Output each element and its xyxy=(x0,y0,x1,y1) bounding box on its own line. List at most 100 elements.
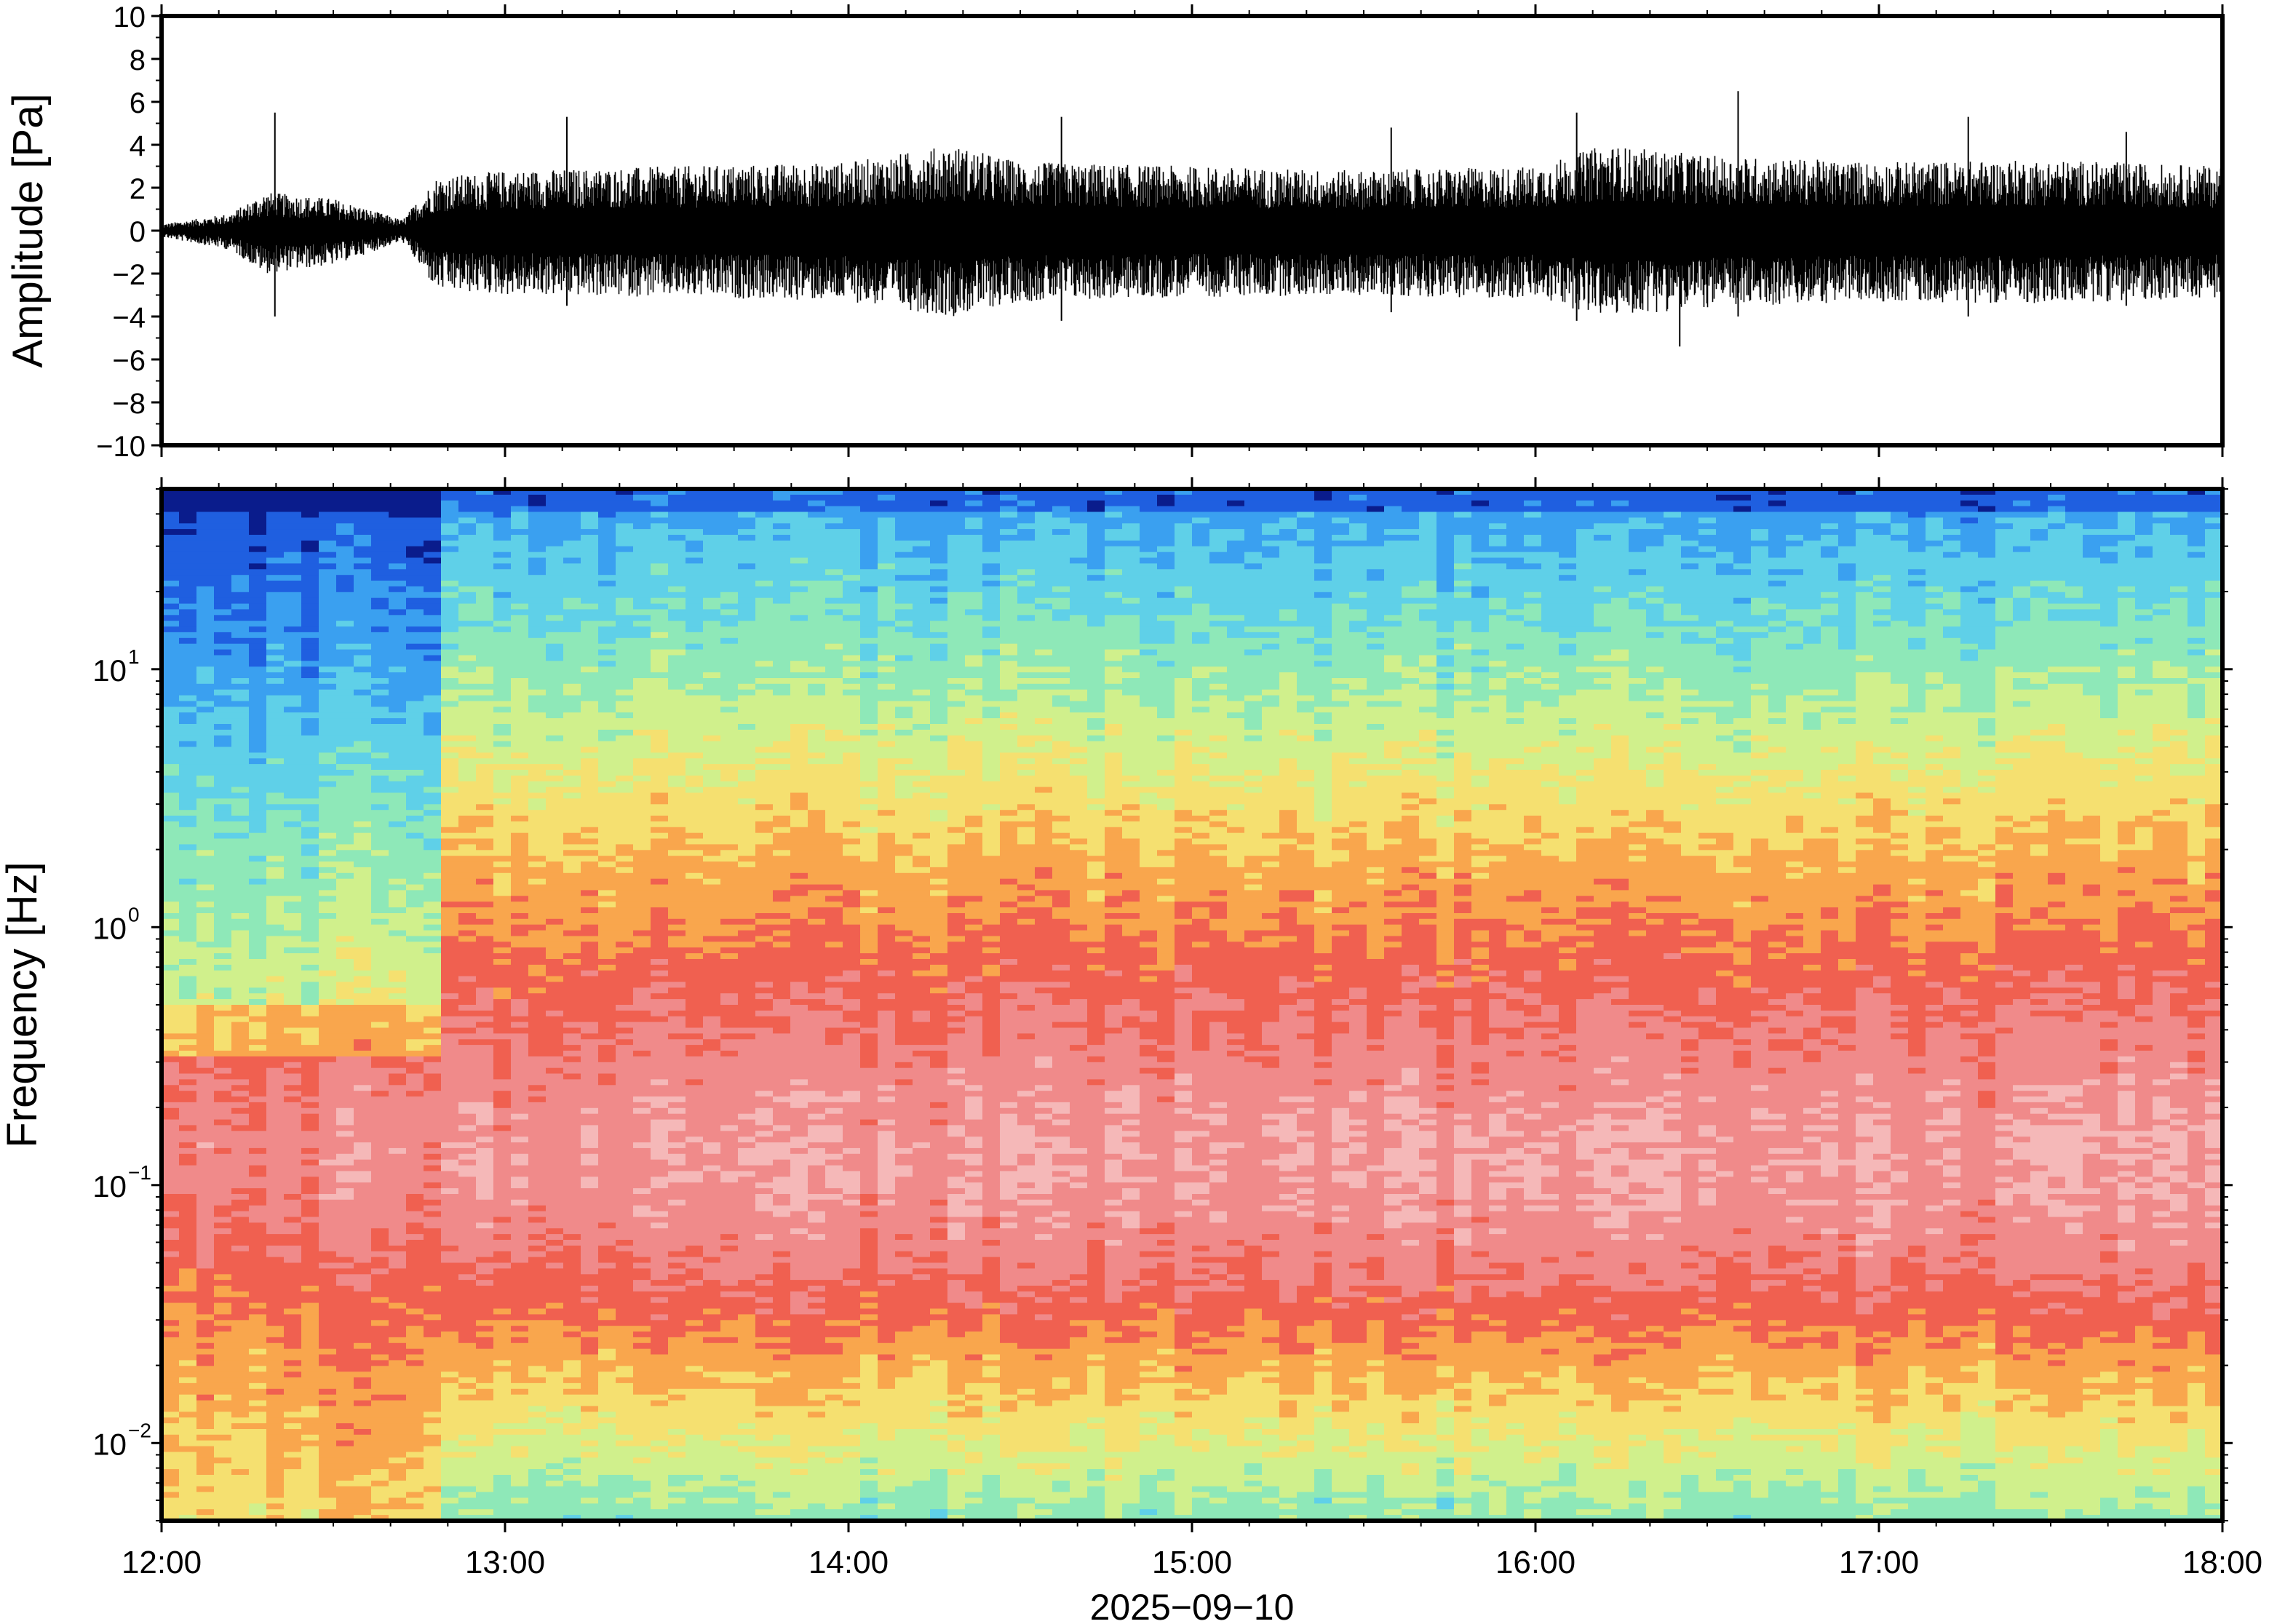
spectrogram-cell xyxy=(424,999,442,1006)
spectrogram-cell xyxy=(389,736,407,742)
spectrogram-cell xyxy=(196,1446,215,1453)
spectrogram-cell xyxy=(389,1441,407,1447)
spectrogram-cell xyxy=(214,706,232,713)
spectrogram-cell xyxy=(336,1011,354,1017)
spectrogram-cell xyxy=(371,1492,389,1499)
spectrogram-cell xyxy=(179,1211,197,1218)
spectrogram-cell xyxy=(493,1412,512,1418)
spectrogram-cell xyxy=(336,1120,354,1126)
spectrogram-cell xyxy=(616,1291,634,1298)
spectrogram-cell xyxy=(563,1452,581,1459)
spectrogram-cell xyxy=(598,1509,616,1516)
spectrogram-cell xyxy=(249,1051,267,1057)
spectrogram-cell xyxy=(598,1182,616,1189)
spectrogram-cell xyxy=(441,1228,459,1235)
spectrogram-cell xyxy=(458,626,477,633)
spectrogram-cell xyxy=(371,1297,389,1304)
spectrogram-cell xyxy=(284,535,302,541)
spectrogram-cell xyxy=(354,672,372,679)
spectrogram-cell xyxy=(179,569,197,576)
spectrogram-cell xyxy=(493,879,512,885)
spectrogram-cell xyxy=(511,816,529,822)
spectrogram-cell xyxy=(528,1349,547,1356)
spectrogram-cell xyxy=(162,821,180,828)
spectrogram-cell xyxy=(266,1177,285,1183)
spectrogram-cell xyxy=(424,965,442,971)
spectrogram-cell xyxy=(336,1332,354,1338)
spectrogram-cell xyxy=(546,678,564,685)
spectrogram-cell xyxy=(581,1355,599,1361)
spectrogram-cell xyxy=(162,1463,180,1470)
spectrogram-cell xyxy=(458,1171,477,1178)
spectrogram-cell xyxy=(476,1355,494,1361)
spectrogram-cell xyxy=(511,1091,529,1097)
spectrogram-cell xyxy=(266,1372,285,1378)
spectrogram-cell xyxy=(231,541,250,547)
spectrogram-cell xyxy=(406,1303,424,1310)
spectrogram-cell xyxy=(249,982,267,989)
spectrogram-cell xyxy=(196,1503,215,1510)
spectrogram-cell xyxy=(406,1429,424,1436)
spectrogram-cell xyxy=(476,833,494,840)
spectrogram-cell xyxy=(319,1297,337,1304)
spectrogram-cell xyxy=(371,1417,389,1424)
spectrogram-cell xyxy=(266,1160,285,1166)
spectrogram-cell xyxy=(493,1377,512,1384)
spectrogram-cell xyxy=(389,747,407,754)
spectrogram-cell xyxy=(319,1182,337,1189)
spectrogram-cell xyxy=(493,1366,512,1372)
spectrogram-cell xyxy=(616,1503,634,1510)
spectrogram-cell xyxy=(336,993,354,1000)
spectrogram-cell xyxy=(371,1091,389,1097)
spectrogram-cell xyxy=(563,1160,581,1166)
spectrogram-cell xyxy=(162,638,180,645)
spectrogram-cell xyxy=(319,850,337,856)
spectrogram-cell xyxy=(249,1314,267,1321)
spectrogram-cell xyxy=(389,1251,407,1258)
spectrogram-cell xyxy=(581,1016,599,1023)
spectrogram-cell xyxy=(581,1068,599,1075)
spectrogram-cell xyxy=(196,736,215,742)
spectrogram-cell xyxy=(319,1372,337,1378)
spectrogram-cell xyxy=(528,1469,547,1476)
spectrogram-cell xyxy=(389,1297,407,1304)
spectrogram-cell xyxy=(371,1206,389,1212)
spectrogram-cell xyxy=(354,1355,372,1361)
spectrogram-cell xyxy=(406,672,424,679)
spectrogram-cell xyxy=(354,1045,372,1051)
spectrogram-cell xyxy=(581,506,599,513)
spectrogram-cell xyxy=(196,885,215,891)
spectrogram-cell xyxy=(371,861,389,868)
spectrogram-cell xyxy=(476,1366,494,1372)
spectrogram-cell xyxy=(179,919,197,926)
spectrogram-cell xyxy=(196,747,215,754)
spectrogram-cell xyxy=(511,1120,529,1126)
spectrogram-cell xyxy=(441,718,459,725)
spectrogram-cell xyxy=(301,1039,319,1046)
spectrogram-cell xyxy=(301,1011,319,1017)
spectrogram-cell xyxy=(301,1016,319,1023)
spectrogram-cell xyxy=(476,1406,494,1412)
spectrogram-cell xyxy=(319,672,337,679)
spectrogram-cell xyxy=(319,1005,337,1011)
spectrogram-cell xyxy=(371,1154,389,1161)
spectrogram-cell xyxy=(284,1200,302,1206)
spectrogram-cell xyxy=(528,581,547,587)
spectrogram-cell xyxy=(546,1206,564,1212)
spectrogram-cell xyxy=(546,1320,564,1326)
spectrogram-cell xyxy=(493,1481,512,1487)
spectrogram-cell xyxy=(231,833,250,840)
spectrogram-cell xyxy=(511,529,529,536)
spectrogram-cell xyxy=(301,1446,319,1453)
spectrogram-cell xyxy=(214,901,232,908)
spectrogram-cell xyxy=(458,1011,477,1017)
spectrogram-cell xyxy=(406,517,424,524)
spectrogram-cell xyxy=(563,1383,581,1390)
spectrogram-cell xyxy=(389,690,407,696)
spectrogram-cell xyxy=(493,1349,512,1356)
spectrogram-cell xyxy=(266,1246,285,1252)
spectrogram-cell xyxy=(389,1200,407,1206)
spectrogram-cell xyxy=(493,1125,512,1131)
spectrogram-cell xyxy=(511,879,529,885)
spectrogram-cell xyxy=(424,913,442,920)
